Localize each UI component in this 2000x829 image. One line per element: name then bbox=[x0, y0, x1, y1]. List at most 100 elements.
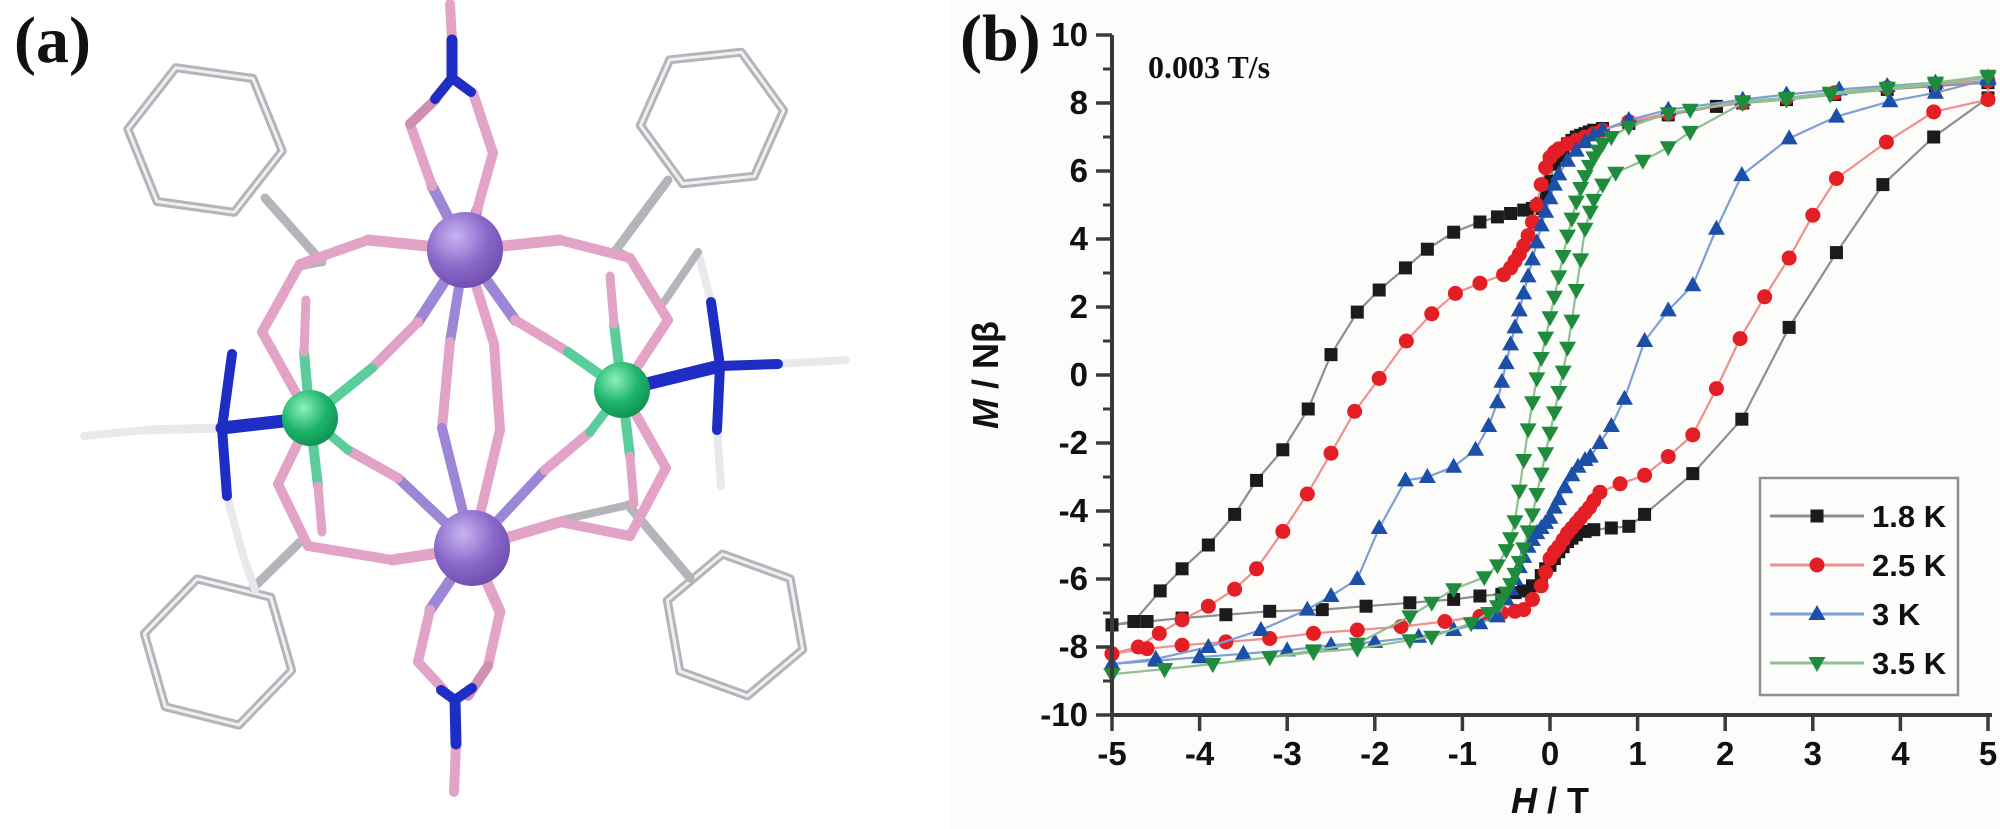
data-point-1.8K bbox=[1153, 584, 1167, 598]
ligand-bond bbox=[257, 259, 305, 337]
data-point-3.5K bbox=[1567, 195, 1585, 211]
carbon-bond bbox=[80, 426, 150, 440]
data-point-3K bbox=[1471, 614, 1489, 630]
data-point-2.5K bbox=[1227, 581, 1243, 597]
data-point-1.8K bbox=[1175, 562, 1189, 576]
data-point-3.5K bbox=[1878, 83, 1896, 99]
data-point-3.5K bbox=[1545, 290, 1563, 306]
ligand-bond bbox=[313, 481, 327, 537]
phenyl-ring-highlight bbox=[665, 552, 805, 698]
data-point-3K bbox=[1322, 587, 1340, 602]
data-point-3K bbox=[1523, 250, 1541, 266]
nitrogen-bond bbox=[449, 694, 462, 750]
data-point-2.5K bbox=[1757, 289, 1773, 305]
x-tick-label: 3 bbox=[1804, 735, 1822, 772]
data-point-2.5K bbox=[1349, 622, 1365, 638]
data-point-3K bbox=[1147, 651, 1165, 667]
ligand-bond bbox=[625, 451, 639, 509]
ligand-bond bbox=[489, 339, 505, 435]
data-point-3K bbox=[1659, 301, 1677, 317]
ligand-bond bbox=[295, 235, 373, 269]
data-point-2.5K bbox=[1980, 92, 1996, 108]
x-tick-label: 1 bbox=[1628, 735, 1646, 772]
data-point-1.8K bbox=[1301, 402, 1315, 416]
x-tick-label: 4 bbox=[1891, 735, 1910, 772]
data-point-3.5K bbox=[1563, 212, 1581, 228]
data-point-2.5K bbox=[1174, 612, 1190, 628]
legend-marker bbox=[1810, 509, 1824, 523]
phenyl-ring-highlight bbox=[638, 50, 786, 186]
data-point-3.5K bbox=[1304, 646, 1322, 662]
ligand-bond bbox=[413, 605, 435, 667]
x-tick-label: -3 bbox=[1273, 735, 1302, 772]
data-point-2.5K bbox=[1305, 625, 1321, 641]
nitrogen-bond bbox=[715, 359, 783, 371]
data-point-3K bbox=[1278, 641, 1296, 657]
data-point-3.5K bbox=[1423, 630, 1441, 646]
data-point-1.8K bbox=[1782, 320, 1796, 334]
data-point-3K bbox=[1519, 267, 1537, 283]
legend-label: 1.8 K bbox=[1872, 499, 1947, 534]
data-point-3K bbox=[1199, 638, 1217, 653]
data-point-1.8K bbox=[1403, 596, 1417, 610]
data-point-3.5K bbox=[1156, 663, 1174, 679]
x-tick-label: 2 bbox=[1716, 735, 1734, 772]
data-point-1.8K bbox=[1829, 246, 1843, 260]
data-point-3.5K bbox=[1519, 525, 1537, 541]
data-point-1.8K bbox=[1927, 130, 1941, 144]
data-point-2.5K bbox=[1538, 564, 1554, 580]
data-point-3.5K bbox=[1204, 658, 1222, 673]
data-point-3.5K bbox=[1510, 556, 1528, 571]
data-point-3.5K bbox=[1348, 642, 1366, 658]
ligand-bond bbox=[449, 739, 461, 797]
data-point-2.5K bbox=[1708, 381, 1724, 397]
ligand-bond bbox=[437, 337, 455, 433]
y-tick-label: 2 bbox=[1070, 288, 1088, 325]
data-point-1.8K bbox=[1359, 599, 1373, 613]
data-point-3.5K bbox=[1572, 182, 1590, 197]
data-point-3K bbox=[1537, 202, 1555, 218]
data-point-2.5K bbox=[1200, 598, 1216, 614]
data-point-3K bbox=[1581, 447, 1599, 463]
data-point-2.5K bbox=[1398, 333, 1414, 349]
ligand-bond bbox=[367, 317, 423, 373]
data-point-1.8K bbox=[1473, 589, 1487, 603]
nitrogen-bond bbox=[706, 297, 725, 371]
data-point-3.5K bbox=[1502, 532, 1520, 548]
data-point-3K bbox=[1827, 107, 1845, 123]
data-point-3K bbox=[1541, 508, 1559, 524]
y-tick-label: 6 bbox=[1070, 152, 1088, 189]
phenyl-ring bbox=[139, 574, 297, 730]
data-point-2.5K bbox=[1524, 591, 1540, 607]
x-tick-label: -5 bbox=[1097, 735, 1126, 772]
data-point-3K bbox=[1252, 621, 1270, 636]
data-point-3.5K bbox=[1576, 222, 1594, 238]
nitrogen-bond bbox=[217, 423, 232, 501]
metal-atom-green bbox=[282, 390, 338, 446]
data-point-1.8K bbox=[1447, 225, 1461, 239]
data-point-3K bbox=[1396, 471, 1414, 487]
data-point-3.5K bbox=[1734, 97, 1752, 112]
data-point-3.5K bbox=[1537, 331, 1555, 347]
ligand-bond bbox=[472, 148, 498, 215]
data-point-3.5K bbox=[1620, 120, 1638, 136]
data-point-2.5K bbox=[1151, 625, 1167, 641]
ligand-bond bbox=[273, 479, 313, 551]
data-point-3K bbox=[1370, 519, 1388, 534]
data-point-2.5K bbox=[1878, 134, 1894, 150]
data-point-1.8K bbox=[1228, 507, 1242, 521]
data-point-1.8K bbox=[1201, 538, 1215, 552]
carbon-bond bbox=[774, 356, 850, 368]
data-point-3.5K bbox=[1550, 386, 1568, 401]
data-point-3.5K bbox=[1545, 406, 1563, 422]
data-point-3K bbox=[1602, 417, 1620, 432]
data-point-3.5K bbox=[1541, 426, 1559, 442]
data-point-3K bbox=[1707, 219, 1725, 235]
data-point-1.8K bbox=[1250, 473, 1264, 487]
data-point-3.5K bbox=[1506, 515, 1524, 531]
data-point-2.5K bbox=[1472, 275, 1488, 291]
data-point-3K bbox=[1445, 457, 1463, 473]
metal-atom-purple bbox=[427, 212, 503, 288]
data-point-3.5K bbox=[1681, 125, 1699, 141]
